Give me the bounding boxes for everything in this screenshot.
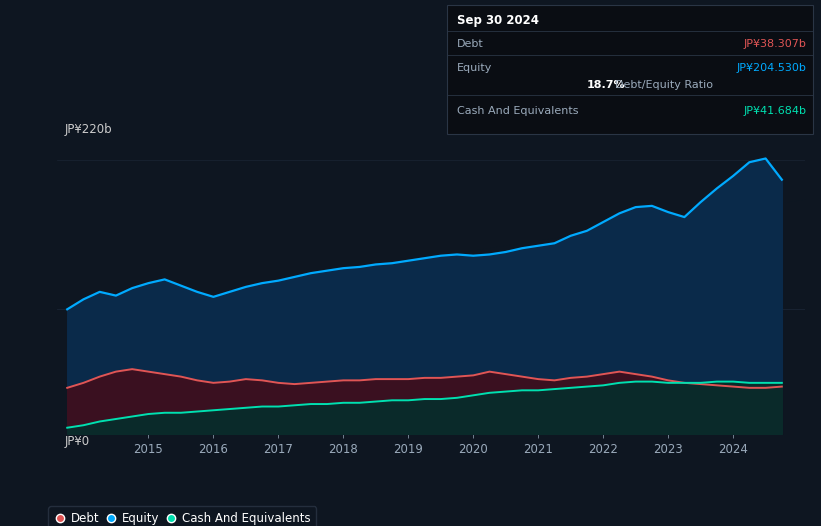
Text: JP¥38.307b: JP¥38.307b [743,39,806,49]
Text: JP¥204.530b: JP¥204.530b [736,63,806,73]
Text: Debt/Equity Ratio: Debt/Equity Ratio [615,80,713,90]
Text: Debt: Debt [457,39,484,49]
Legend: Debt, Equity, Cash And Equivalents: Debt, Equity, Cash And Equivalents [48,507,316,526]
Text: Sep 30 2024: Sep 30 2024 [457,14,539,27]
Text: 18.7%: 18.7% [586,80,625,90]
Text: JP¥0: JP¥0 [65,436,90,448]
Text: Cash And Equivalents: Cash And Equivalents [457,106,579,116]
Text: JP¥41.684b: JP¥41.684b [743,106,806,116]
Text: JP¥220b: JP¥220b [65,123,112,136]
Text: Equity: Equity [457,63,493,73]
